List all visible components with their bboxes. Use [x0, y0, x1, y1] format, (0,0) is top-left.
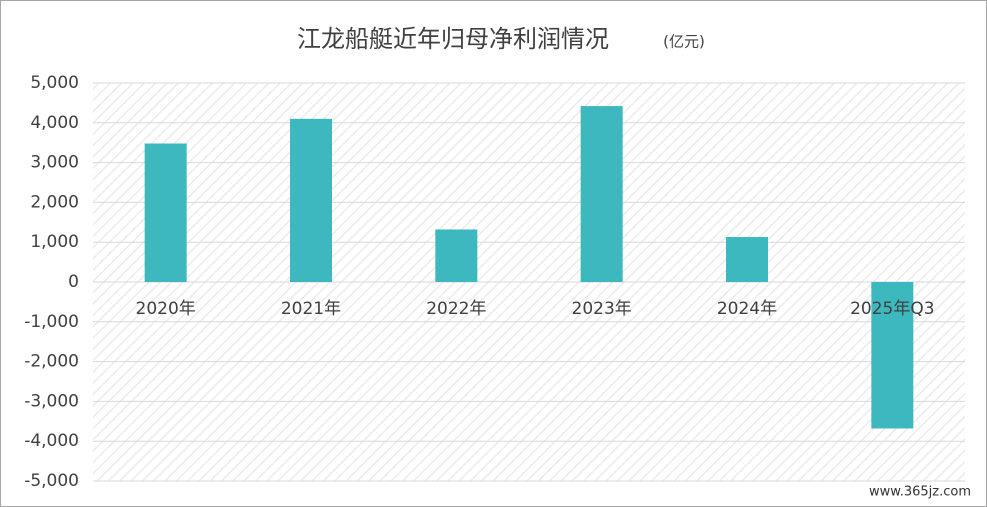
- y-tick-label: 3,000: [30, 153, 79, 173]
- x-tick-label: 2024年: [717, 299, 777, 319]
- bar: [726, 237, 768, 282]
- y-tick-label: -4,000: [24, 431, 79, 451]
- y-tick-label: -1,000: [24, 312, 79, 332]
- watermark: www.365jz.com: [869, 485, 971, 500]
- y-tick-label: -3,000: [24, 391, 79, 411]
- y-tick-label: 4,000: [30, 113, 79, 133]
- y-tick-label: 0: [68, 272, 79, 292]
- x-tick-label: 2023年: [572, 299, 632, 319]
- chart-subtitle: (亿元): [663, 33, 705, 51]
- x-tick-label: 2021年: [281, 299, 341, 319]
- bar: [580, 106, 623, 282]
- bar: [435, 229, 478, 282]
- x-tick-label: 2022年: [426, 299, 486, 319]
- y-tick-label: 5,000: [30, 73, 79, 93]
- bar: [144, 143, 187, 282]
- bar: [871, 282, 914, 429]
- chart-title: 江龙船艇近年归母净利润情况: [297, 25, 609, 53]
- y-tick-label: -5,000: [24, 471, 79, 491]
- y-tick-label: 2,000: [30, 192, 79, 212]
- y-tick-label: 1,000: [30, 232, 79, 252]
- bar: [290, 118, 332, 282]
- x-tick-label: 2020年: [136, 299, 196, 319]
- y-tick-label: -2,000: [24, 352, 79, 372]
- x-tick-label: 2025年Q3: [850, 299, 934, 319]
